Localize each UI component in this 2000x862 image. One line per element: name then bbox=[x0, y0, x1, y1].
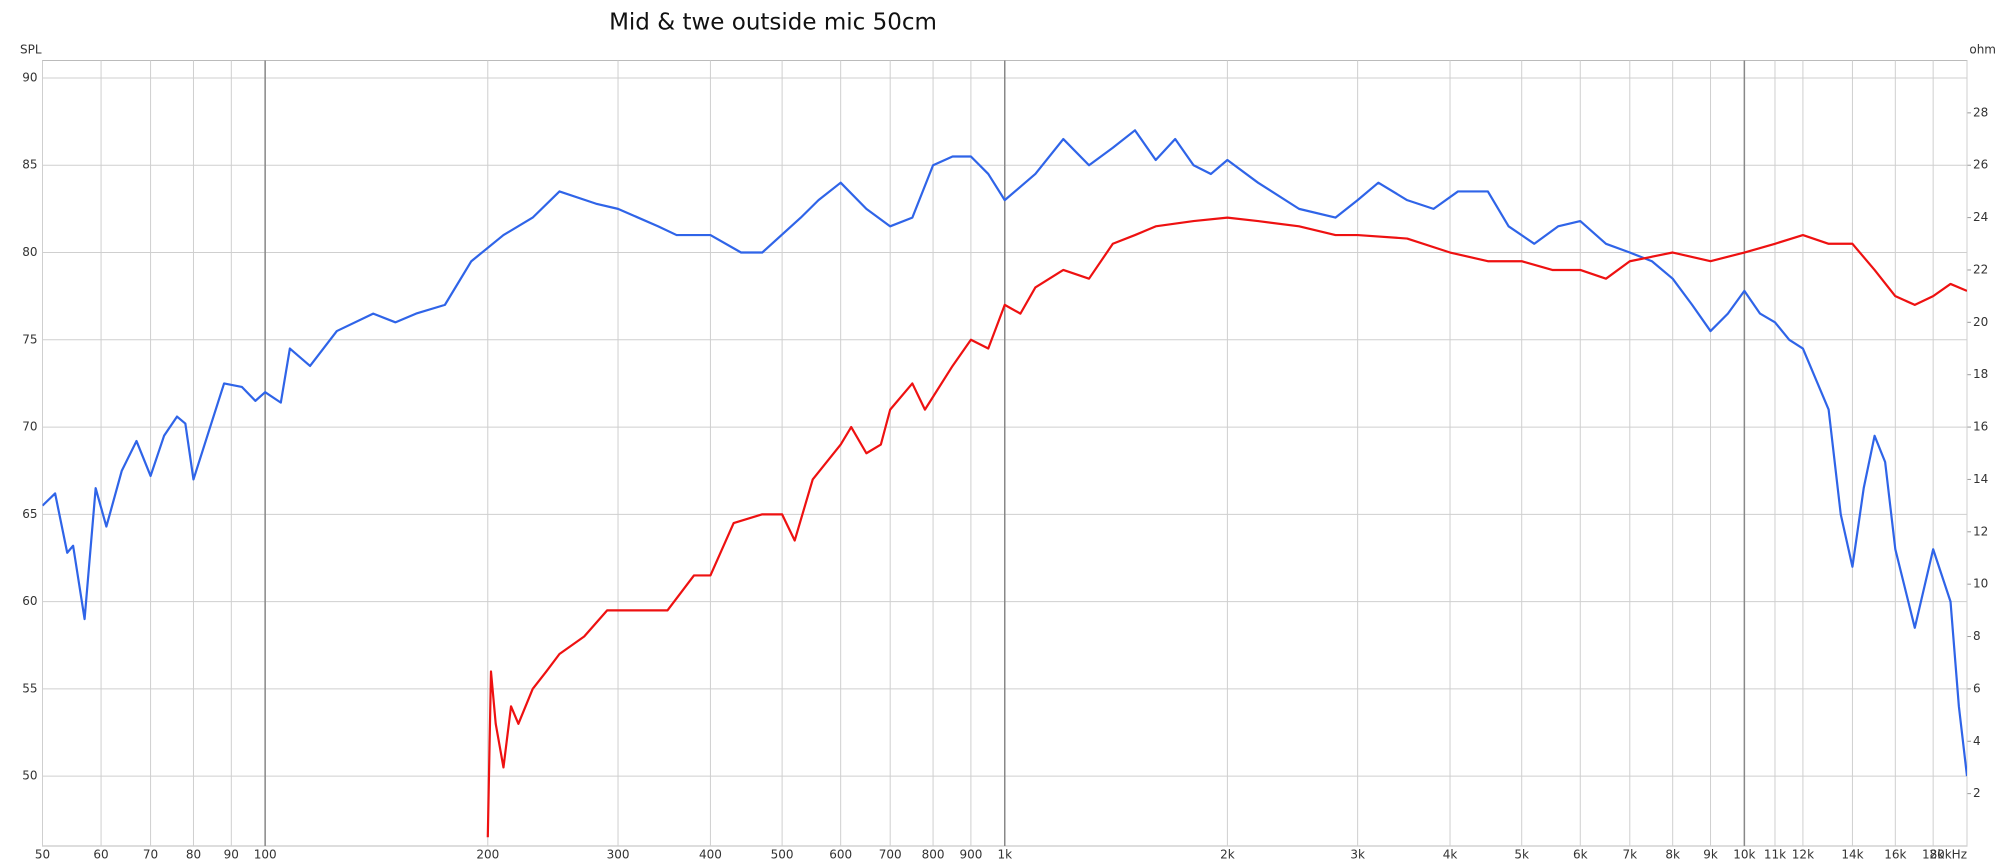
x-tick-label: 600 bbox=[829, 848, 852, 862]
y2-axis-label: ohm bbox=[1969, 43, 1996, 57]
chart-title: Mid & twe outside mic 50cm bbox=[609, 10, 937, 36]
y2-tick-label: 10 bbox=[1973, 577, 1988, 591]
y2-tick-label: 6 bbox=[1973, 681, 1981, 695]
y2-tick-label: 8 bbox=[1973, 629, 1981, 643]
x-tick-label: 80 bbox=[186, 848, 201, 862]
y-tick-label: 55 bbox=[22, 681, 37, 695]
y2-tick-label: 22 bbox=[1973, 262, 1988, 276]
x-tick-label: 14k bbox=[1841, 848, 1863, 862]
y-tick-label: 60 bbox=[22, 594, 37, 608]
x-tick-label: 200 bbox=[476, 848, 499, 862]
y2-tick-label: 2 bbox=[1973, 786, 1981, 800]
x-tick-label: 8k bbox=[1665, 848, 1680, 862]
x-tick-label: 800 bbox=[922, 848, 945, 862]
x-tick-label: 90 bbox=[224, 848, 239, 862]
y-tick-label: 90 bbox=[22, 70, 37, 84]
x-tick-label: 400 bbox=[699, 848, 722, 862]
y-tick-label: 80 bbox=[22, 245, 37, 259]
x-tick-label: 7k bbox=[1622, 848, 1637, 862]
x-tick-label: 100 bbox=[254, 848, 277, 862]
x-tick-label: 12k bbox=[1792, 848, 1814, 862]
x-tick-label: 18k bbox=[1922, 848, 1944, 862]
x-tick-label: 1k bbox=[997, 848, 1012, 862]
y-tick-label: 50 bbox=[22, 769, 37, 783]
y2-tick-label: 26 bbox=[1973, 158, 1988, 172]
y2-tick-label: 20 bbox=[1973, 315, 1988, 329]
y2-tick-label: 12 bbox=[1973, 524, 1988, 538]
y2-tick-label: 18 bbox=[1973, 367, 1988, 381]
series-line bbox=[486, 216, 1967, 838]
x-tick-label: 70 bbox=[143, 848, 158, 862]
x-tick-label: 6k bbox=[1573, 848, 1588, 862]
y2-tick-label: 24 bbox=[1973, 210, 1988, 224]
y-tick-label: 75 bbox=[22, 332, 37, 346]
x-tick-label: 10k bbox=[1733, 848, 1755, 862]
x-tick-label: 900 bbox=[959, 848, 982, 862]
x-tick-label: 500 bbox=[771, 848, 794, 862]
y-axis-label: SPL bbox=[20, 43, 42, 57]
x-tick-label: 4k bbox=[1443, 848, 1458, 862]
y2-tick-label: 16 bbox=[1973, 420, 1988, 434]
y-tick-label: 70 bbox=[22, 420, 37, 434]
y2-tick-label: 28 bbox=[1973, 105, 1988, 119]
x-tick-label: 300 bbox=[607, 848, 630, 862]
series-line bbox=[42, 129, 1967, 777]
x-tick-label: 9k bbox=[1703, 848, 1718, 862]
y2-tick-label: 4 bbox=[1973, 734, 1981, 748]
y-tick-label: 65 bbox=[22, 507, 37, 521]
x-tick-label: 700 bbox=[879, 848, 902, 862]
x-tick-label: 11k bbox=[1764, 848, 1786, 862]
x-tick-label: 5k bbox=[1514, 848, 1529, 862]
x-tick-label: 3k bbox=[1350, 848, 1365, 862]
x-tick-label: 20kHz bbox=[1929, 848, 1967, 862]
x-tick-label: 50 bbox=[35, 848, 50, 862]
x-tick-label: 60 bbox=[93, 848, 108, 862]
x-tick-label: 2k bbox=[1220, 848, 1235, 862]
x-tick-label: 16k bbox=[1884, 848, 1906, 862]
y-tick-label: 85 bbox=[22, 158, 37, 172]
y2-tick-label: 14 bbox=[1973, 472, 1988, 486]
